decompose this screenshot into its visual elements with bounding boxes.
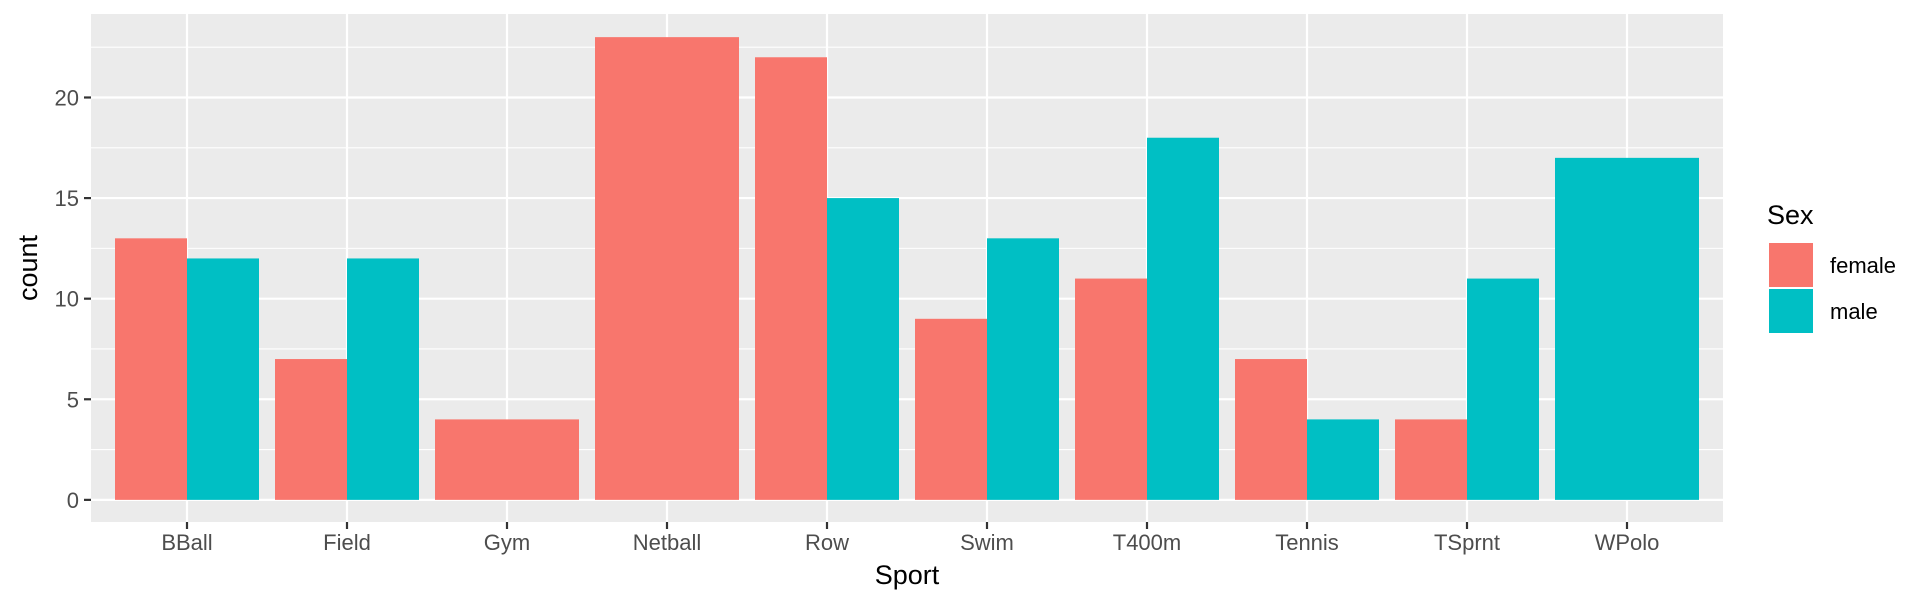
x-axis-title: Sport	[875, 560, 940, 590]
y-tick-label: 5	[67, 387, 79, 412]
x-tick-label: Row	[805, 530, 849, 555]
bar-female-gym	[435, 419, 579, 500]
x-tick-label: Netball	[633, 530, 701, 555]
y-axis: 0 5 10 15 20	[55, 85, 91, 513]
bar-female-netball	[595, 37, 739, 500]
legend-label-male: male	[1830, 299, 1878, 324]
bar-male-tsprnt	[1467, 278, 1539, 500]
bar-male-wpolo	[1555, 157, 1699, 500]
bar-female-row	[755, 57, 827, 500]
legend-label-female: female	[1830, 253, 1896, 278]
bar-male-tennis	[1307, 419, 1379, 500]
x-tick-label: WPolo	[1595, 530, 1660, 555]
bar-female-swim	[915, 318, 987, 500]
bar-female-tsprnt	[1395, 419, 1467, 500]
y-tick-label: 0	[67, 488, 79, 513]
x-tick-label: Gym	[484, 530, 530, 555]
legend-items: female male	[1769, 243, 1896, 333]
x-tick-label: Tennis	[1275, 530, 1339, 555]
y-tick-label: 20	[55, 85, 79, 110]
bar-female-field	[275, 359, 347, 500]
legend-key-male	[1769, 289, 1813, 333]
bar-male-swim	[987, 238, 1059, 500]
legend: Sex female male	[1767, 200, 1896, 333]
y-tick-label: 10	[55, 287, 79, 312]
bars	[115, 37, 1699, 500]
x-axis: BBall Field Gym Netball Row Swim T400m Tennis TS…	[161, 522, 1659, 555]
x-tick-label: BBall	[161, 530, 212, 555]
x-tick-label: Field	[323, 530, 371, 555]
legend-key-female	[1769, 243, 1813, 287]
x-tick-label: TSprnt	[1434, 530, 1500, 555]
legend-title: Sex	[1767, 200, 1814, 230]
y-axis-title: count	[13, 234, 43, 301]
x-tick-label: T400m	[1113, 530, 1181, 555]
y-tick-label: 15	[55, 186, 79, 211]
x-tick-label: Swim	[960, 530, 1014, 555]
bar-female-tennis	[1235, 359, 1307, 500]
bar-male-row	[827, 198, 899, 500]
bar-female-bball	[115, 238, 187, 500]
bar-male-bball	[187, 258, 259, 500]
bar-male-field	[347, 258, 419, 500]
bar-male-t400m	[1147, 137, 1219, 500]
bar-female-t400m	[1075, 278, 1147, 500]
